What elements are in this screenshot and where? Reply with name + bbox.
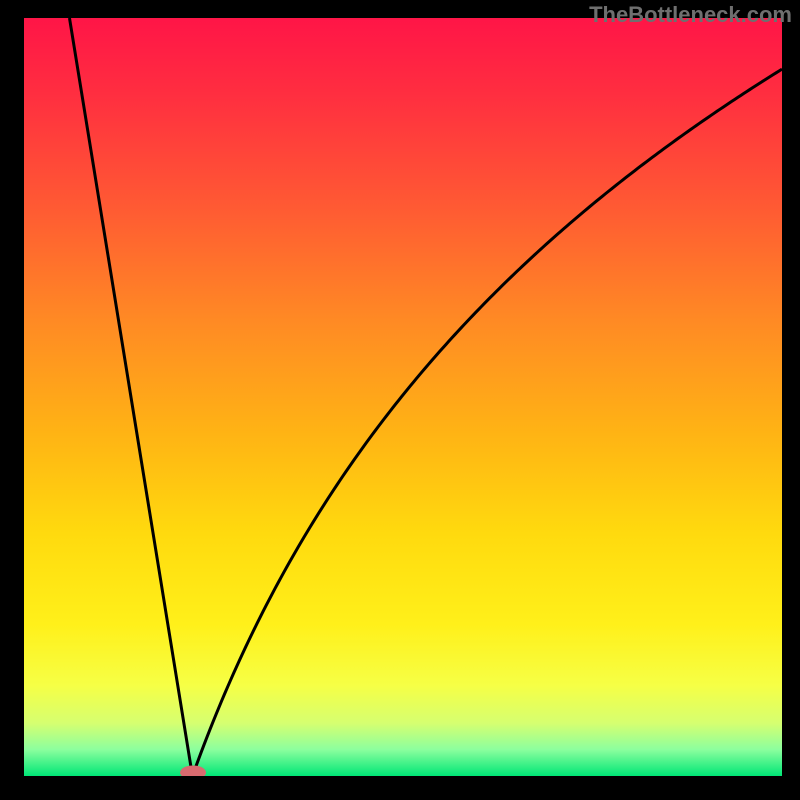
chart-frame — [0, 776, 800, 800]
watermark-text: TheBottleneck.com — [589, 2, 792, 28]
bottleneck-chart — [0, 0, 800, 800]
chart-container: TheBottleneck.com — [0, 0, 800, 800]
chart-frame — [782, 0, 800, 800]
chart-frame — [0, 0, 24, 800]
